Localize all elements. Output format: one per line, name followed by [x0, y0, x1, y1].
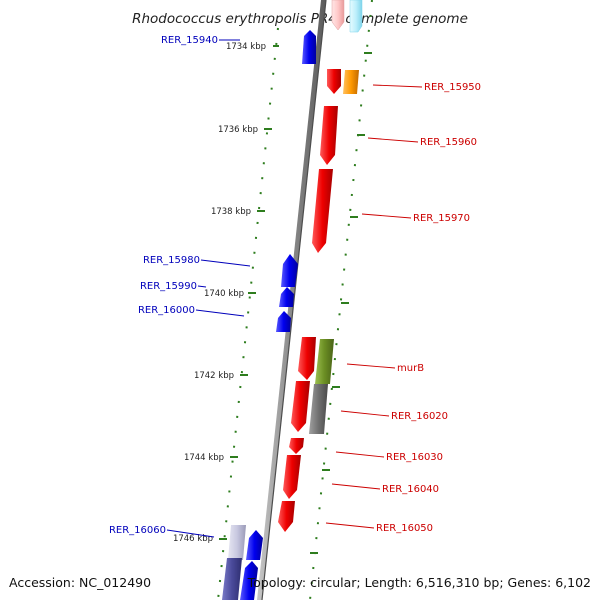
figure-title: Rhodococcus erythropolis PR4, complete g… [132, 11, 468, 27]
ruler: 1734 kbp 1736 kbp 1738 kbp 1740 kbp 1742… [173, 42, 372, 554]
leader-RER_16040 [331, 483, 381, 490]
gene-label: RER_16020 [391, 411, 448, 422]
gene-label: RER_16030 [386, 452, 443, 463]
genome-summary-text: Topology: circular; Length: 6,516,310 bp… [247, 575, 591, 590]
gene-murB [298, 337, 316, 380]
gene-label: RER_15950 [424, 82, 481, 93]
ruler-label: 1734 kbp [226, 42, 266, 52]
gene-RER_16000 [276, 311, 291, 332]
ruler-label: 1736 kbp [218, 125, 258, 135]
leader-RER_16000 [195, 309, 245, 317]
gene-RER_16020 [291, 381, 310, 432]
leader-RER_16020 [340, 410, 390, 417]
gene-label: RER_15960 [420, 137, 477, 148]
leader-RER_15960 [367, 137, 419, 143]
gene-RER_16030 [289, 438, 304, 454]
gene-label: RER_16060 [109, 525, 166, 536]
gene-feature-cyan [349, 0, 363, 33]
genome-backbone-edge [261, 0, 327, 600]
gene-RER_15990 [279, 287, 294, 307]
gene-RER_16040 [283, 455, 301, 499]
ruler-dashes [217, 0, 373, 600]
gene-feature-pink [331, 0, 345, 31]
gene-label: RER_16050 [376, 523, 433, 534]
leader-RER_16050 [325, 522, 375, 529]
ruler-label: 1738 kbp [211, 207, 251, 217]
gene-label: RER_15940 [161, 35, 218, 46]
gene-RER_15970 [312, 169, 333, 253]
gene-feature-gray [309, 384, 328, 434]
gene-RER_15980 [281, 254, 298, 287]
gene-features [222, 0, 363, 600]
gene-RER_16050 [278, 501, 295, 532]
accession-text: Accession: NC_012490 [9, 575, 151, 590]
gene-feature-blue-lower [240, 561, 258, 600]
gene-feature-orange [343, 70, 359, 94]
gene-RER_15940 [302, 30, 316, 64]
leader-RER_15970 [361, 213, 412, 219]
gene-RER_15950 [327, 69, 341, 94]
ruler-label: 1740 kbp [204, 289, 244, 299]
leader-RER_16060 [166, 529, 215, 538]
ruler-label: 1744 kbp [184, 453, 224, 463]
gene-labels: RER_15940 RER_15950 RER_15960 RER_15970 … [109, 35, 481, 536]
gene-label: RER_16000 [138, 305, 195, 316]
ruler-label: 1742 kbp [194, 371, 234, 381]
leader-murB [346, 363, 396, 369]
leader-RER_15950 [372, 84, 423, 88]
ruler-label: 1746 kbp [173, 534, 213, 544]
leader-RER_15980 [200, 259, 251, 267]
gene-RER_16060 [246, 530, 263, 560]
gene-label: RER_15980 [143, 255, 200, 266]
gene-label: RER_15990 [140, 281, 197, 292]
ruler-right-dashes [309, 0, 373, 600]
gene-label: murB [397, 363, 424, 374]
leader-RER_15990 [197, 285, 207, 288]
gene-feature-lavender [228, 525, 246, 560]
gene-leader-lines [166, 39, 423, 538]
leader-RER_16030 [335, 451, 385, 458]
gene-RER_15960 [320, 106, 338, 165]
gene-feature-slate [222, 558, 242, 600]
gene-label: RER_16040 [382, 484, 439, 495]
gene-label: RER_15970 [413, 213, 470, 224]
gene-feature-olive [315, 339, 334, 384]
